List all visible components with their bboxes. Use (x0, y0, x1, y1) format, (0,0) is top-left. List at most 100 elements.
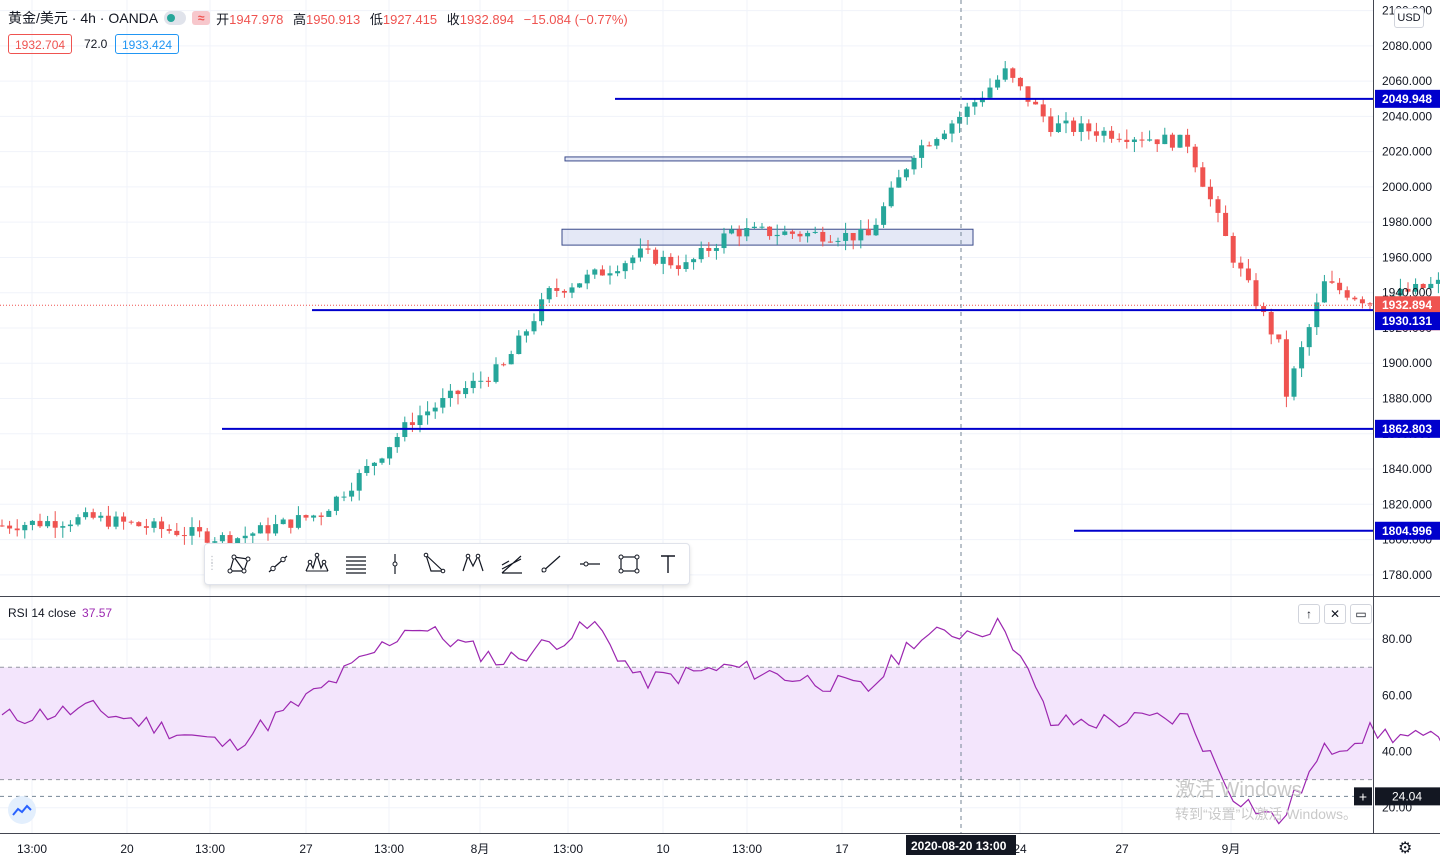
candle (919, 139, 925, 168)
candle-body (341, 496, 347, 498)
candle-body (941, 133, 947, 140)
candle (447, 383, 453, 407)
candle-body (1230, 236, 1236, 263)
candle-body (1291, 368, 1297, 397)
candle (1185, 128, 1191, 154)
market-status-icon (164, 11, 187, 25)
candle (964, 102, 970, 125)
sell-button[interactable]: 1932.704 (8, 34, 73, 54)
candle-body (1413, 283, 1419, 292)
crosshair-value-text: 24.04 (1392, 789, 1422, 803)
candle (744, 218, 750, 242)
drag-handle-icon[interactable]: ⋮ ⋮ (207, 555, 217, 572)
candle-body (219, 535, 225, 542)
candle-body (812, 231, 818, 233)
buy-button[interactable]: 1933.424 (115, 34, 180, 54)
candle-body (926, 145, 932, 147)
time-tick-label: 13:00 (17, 842, 47, 856)
candle-body (865, 229, 871, 236)
candle-body (166, 529, 172, 531)
candle-body (1139, 139, 1145, 141)
close-value: 1932.894 (459, 11, 515, 27)
candle-body (721, 233, 727, 249)
candle-body (242, 535, 248, 539)
candle (29, 520, 35, 531)
candle (326, 509, 332, 517)
candle (1101, 127, 1107, 143)
level-price-tag-text: 1804.996 (1382, 524, 1432, 538)
candle (668, 253, 674, 269)
candle-body (318, 515, 324, 517)
candle (508, 350, 514, 365)
fib-channel-icon[interactable] (492, 544, 531, 584)
triangle-pattern-icon[interactable] (219, 544, 258, 584)
vertical-line-icon[interactable] (375, 544, 414, 584)
candle (1010, 67, 1016, 83)
rectangle-zone (564, 156, 913, 162)
candle (455, 389, 461, 405)
candle-body (1093, 131, 1099, 136)
candle (333, 495, 339, 516)
candle (52, 511, 58, 538)
xabcd-pattern-icon[interactable] (453, 544, 492, 584)
candle (987, 78, 993, 99)
candle-body (22, 524, 28, 531)
horizontal-lines-layer[interactable] (0, 97, 1373, 532)
rectangle-icon[interactable] (609, 544, 648, 584)
candle-body (478, 380, 484, 382)
maximize-pane-icon[interactable]: ▭ (1350, 604, 1372, 624)
tradingview-logo-icon[interactable] (8, 796, 36, 824)
open-value: 1947.978 (229, 11, 284, 27)
last-price-tag (1375, 296, 1440, 315)
time-tick-label: 9月 (1222, 842, 1241, 856)
candle-body (1367, 303, 1373, 305)
candle (0, 519, 5, 527)
candle-body (174, 530, 180, 536)
candle-body (1200, 167, 1206, 187)
candle (926, 141, 932, 147)
candle-body (349, 490, 355, 497)
ray-icon[interactable] (531, 544, 570, 584)
head-shoulders-icon[interactable] (297, 544, 336, 584)
crosshair-date-text: 2020-08-20 13:00 (911, 839, 1007, 853)
candle-body (1428, 283, 1434, 289)
rsi-value: 37.57 (82, 606, 113, 620)
candle (759, 223, 765, 230)
candle-body (592, 269, 598, 275)
candle (1147, 130, 1153, 142)
candle-body (1207, 186, 1213, 200)
close-pane-icon[interactable]: ✕ (1324, 604, 1346, 624)
level-price-tag (1375, 419, 1440, 438)
candle (501, 362, 507, 367)
abcd-pattern-icon[interactable] (414, 544, 453, 584)
horizontal-line-icon[interactable] (570, 544, 609, 584)
candle-body (1185, 134, 1191, 147)
candle (911, 155, 917, 175)
settings-gear-icon[interactable]: ⚙ (1398, 840, 1413, 857)
candle (1200, 162, 1206, 188)
candle-body (189, 527, 195, 536)
candle-body (29, 520, 35, 525)
fib-retracement-icon[interactable] (336, 544, 375, 584)
rsi-legend[interactable]: RSI 14 close 37.57 (8, 606, 112, 620)
level-price-tag-text: 1930.131 (1382, 314, 1432, 328)
candle (713, 243, 719, 260)
symbol-title[interactable]: 黄金/美元 · 4h · OANDA (8, 10, 159, 26)
candle-body (782, 231, 788, 235)
time-tick-label: 27 (1115, 842, 1129, 856)
candle-body (523, 331, 529, 336)
move-up-icon[interactable]: ↑ (1298, 604, 1320, 624)
candle-body (1359, 299, 1365, 304)
candle (1314, 293, 1320, 336)
candle (957, 111, 963, 133)
price-tick-label: 1820.000 (1382, 497, 1432, 511)
currency-button[interactable]: USD (1394, 8, 1424, 28)
trend-line-icon[interactable] (258, 544, 297, 584)
candle-body (387, 447, 393, 459)
candle-body (501, 364, 507, 366)
wave-icon: ≈ (192, 11, 211, 25)
text-icon[interactable] (648, 544, 687, 584)
price-tick-label: 2060.000 (1382, 74, 1432, 88)
candle-body (1238, 262, 1244, 269)
